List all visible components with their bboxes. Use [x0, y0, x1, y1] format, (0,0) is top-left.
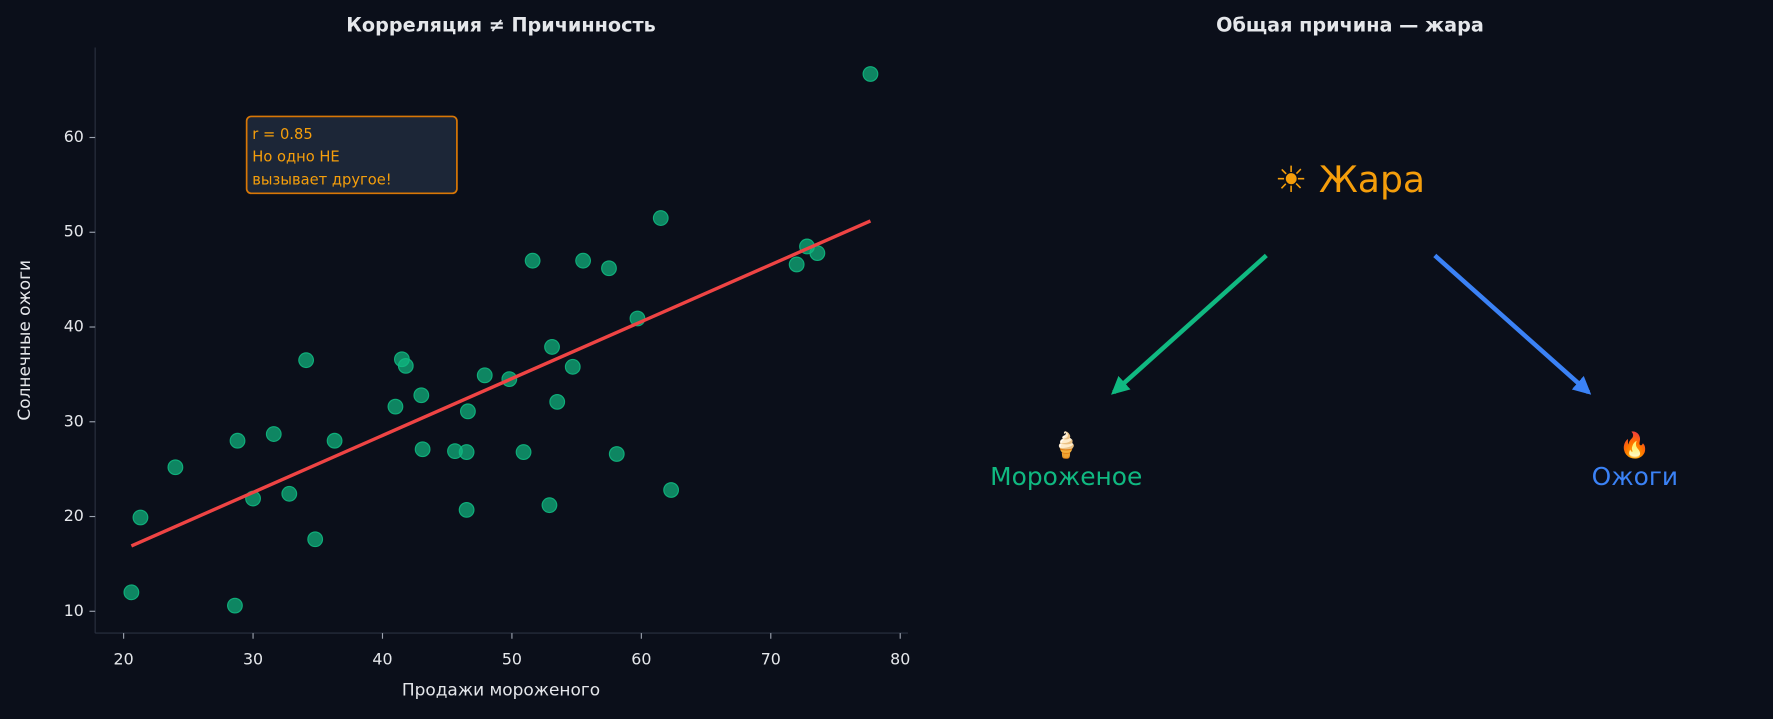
point	[132, 509, 149, 526]
scatter-panel: Корреляция ≠ Причинность Продажи морожен…	[14, 14, 910, 700]
point	[549, 393, 566, 410]
x-tick-label: 30	[243, 650, 263, 669]
point	[608, 446, 625, 462]
point	[458, 444, 475, 461]
point	[788, 256, 805, 273]
y-axis-label: Солнечные ожоги	[14, 260, 34, 421]
y-tick-label: 40	[64, 317, 84, 336]
point	[575, 252, 592, 269]
annotation-text: r = 0.85	[252, 126, 312, 143]
diagram-title: Общая причина — жара	[1216, 14, 1484, 37]
point	[167, 459, 184, 476]
point	[123, 584, 140, 601]
x-tick-label: 70	[761, 650, 781, 669]
point	[541, 497, 558, 514]
x-tick-label: 80	[890, 650, 910, 669]
arrow	[1111, 253, 1268, 395]
node-icon: 🔥	[1619, 431, 1650, 460]
point	[601, 260, 617, 277]
annotation-text: Но одно НЕ	[252, 149, 339, 166]
effect-node: Ожоги	[1592, 462, 1678, 491]
point	[476, 367, 493, 384]
point	[564, 358, 581, 375]
cause-node: ☀ Жара	[1275, 158, 1425, 201]
y-tick-label: 60	[64, 127, 84, 146]
effect-node: Мороженое	[990, 462, 1142, 491]
y-tick-label: 30	[64, 411, 84, 430]
annotation-box	[245, 115, 458, 195]
point	[414, 441, 431, 458]
y-tick-label: 10	[64, 601, 84, 620]
x-axis-label: Продажи мороженого	[402, 680, 600, 700]
x-tick-label: 50	[502, 650, 522, 669]
point	[326, 432, 343, 449]
point	[307, 531, 324, 548]
point	[515, 444, 532, 461]
trend-line	[130, 219, 872, 548]
annotation-text: вызывает другое!	[252, 171, 391, 188]
point	[397, 357, 414, 374]
point	[458, 501, 475, 518]
point	[862, 66, 879, 82]
point	[524, 252, 541, 269]
point	[413, 387, 430, 404]
point	[459, 403, 476, 420]
point	[663, 482, 680, 498]
node-icon: 🍦	[1051, 431, 1082, 460]
point	[652, 210, 669, 226]
point	[387, 398, 404, 415]
point	[227, 597, 243, 614]
chart-title: Корреляция ≠ Причинность	[346, 14, 656, 37]
point	[265, 426, 282, 443]
point	[281, 485, 298, 502]
y-tick-label: 20	[64, 506, 84, 525]
x-tick-label: 40	[372, 650, 392, 669]
point	[229, 432, 246, 449]
y-tick-label: 50	[64, 222, 84, 241]
point	[544, 339, 560, 355]
x-tick-label: 20	[114, 650, 134, 669]
diagram-panel: Общая причина — жара ☀ Жара 🍦 Мороженое …	[990, 14, 1678, 492]
x-tick-label: 60	[631, 650, 651, 669]
arrow	[1433, 253, 1592, 395]
point	[298, 352, 315, 369]
